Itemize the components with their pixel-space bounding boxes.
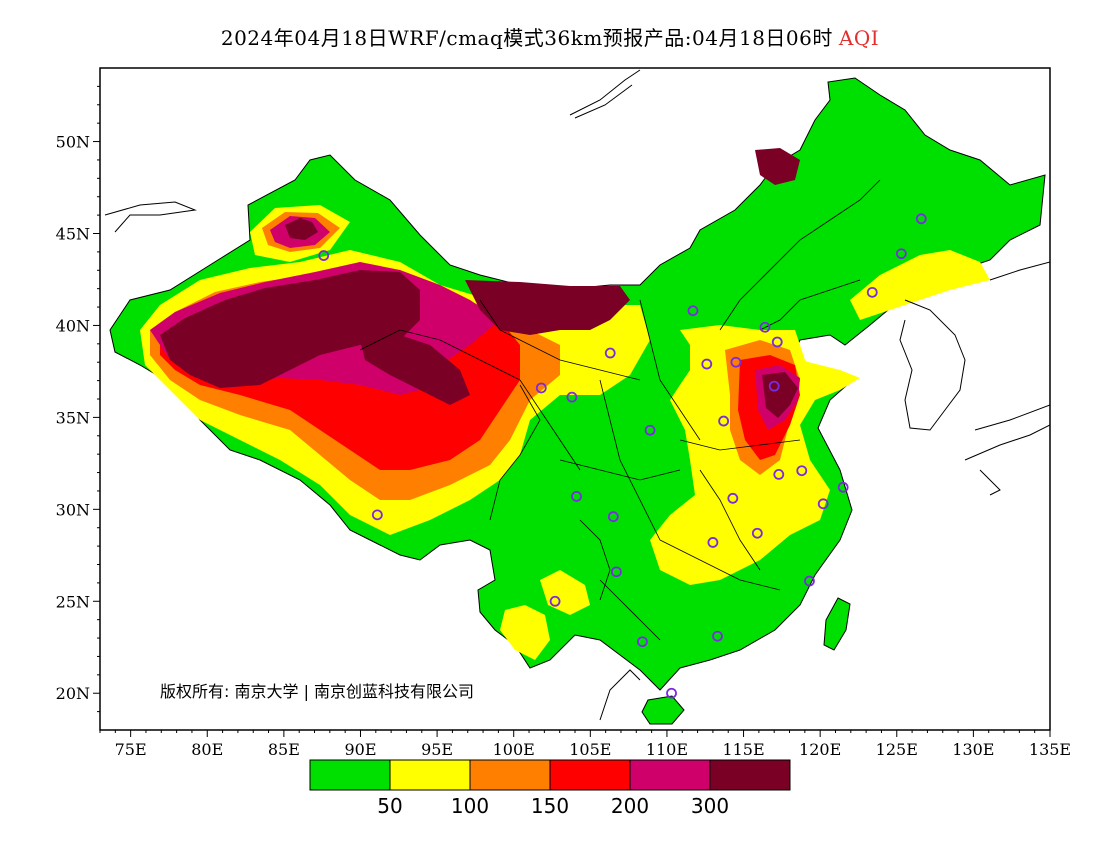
colorbar-swatch bbox=[549, 759, 631, 791]
station-marker bbox=[549, 595, 561, 607]
x-tick-label: 115E bbox=[722, 740, 764, 759]
y-tick-label: 45N bbox=[56, 225, 90, 244]
x-tick-label: 95E bbox=[421, 740, 453, 759]
station-marker bbox=[712, 630, 723, 642]
aqi-maroon-qaidam bbox=[360, 335, 470, 405]
title-variable: AQI bbox=[838, 26, 880, 50]
colorbar-swatch bbox=[629, 759, 711, 791]
station-marker bbox=[895, 248, 907, 260]
title-main: 2024年04月18日WRF/cmaq模式36km预报产品:04月18日06时 bbox=[220, 26, 833, 50]
map-title: 2024年04月18日WRF/cmaq模式36km预报产品:04月18日06时 A… bbox=[0, 22, 1100, 51]
y-axis-ticks: 20N 25N 30N 35N 40N 45N 50N bbox=[56, 85, 100, 713]
korea-coastline bbox=[899, 299, 966, 431]
colorbar-label: 150 bbox=[531, 794, 569, 818]
x-axis-ticks: 75E 80E 85E 90E 95E 100E 105E 110E 115E 120E 125E 1… bbox=[99, 730, 1071, 759]
aqi-yellow-yunnan bbox=[500, 605, 550, 660]
copyright-text: 版权所有: 南京大学 | 南京创蓝科技有限公司 bbox=[160, 682, 474, 701]
x-tick-label: 120E bbox=[799, 740, 841, 759]
aqi-colorbar: 50 100 150 200 300 bbox=[309, 759, 791, 818]
aqi-maroon-northeast bbox=[755, 148, 800, 185]
station-markers bbox=[318, 213, 927, 699]
caspian-outline bbox=[104, 201, 197, 233]
station-marker bbox=[701, 358, 713, 370]
station-marker bbox=[915, 213, 927, 225]
station-marker bbox=[637, 636, 648, 648]
station-marker bbox=[759, 321, 771, 333]
province-borders bbox=[359, 179, 881, 641]
colorbar-swatch bbox=[389, 759, 471, 791]
colorbar-swatch bbox=[309, 759, 391, 791]
x-tick-label: 130E bbox=[952, 740, 994, 759]
aqi-maroon-taklimakan bbox=[160, 270, 420, 388]
station-marker bbox=[318, 250, 330, 261]
hainan-island bbox=[641, 695, 685, 725]
station-marker bbox=[666, 687, 677, 699]
station-marker bbox=[604, 347, 616, 359]
x-tick-label: 105E bbox=[569, 740, 611, 759]
station-marker bbox=[730, 356, 742, 368]
station-marker bbox=[571, 491, 582, 502]
y-tick-label: 30N bbox=[56, 500, 90, 519]
x-tick-label: 80E bbox=[191, 740, 223, 759]
aqi-maroon-north bbox=[285, 218, 318, 240]
colorbar-label: 300 bbox=[691, 794, 729, 818]
colorbar-swatch bbox=[469, 759, 551, 791]
x-tick-label: 135E bbox=[1029, 740, 1071, 759]
aqi-yellow-southwest bbox=[540, 570, 590, 615]
y-tick-label: 35N bbox=[56, 408, 90, 427]
x-tick-label: 75E bbox=[115, 740, 147, 759]
map-area bbox=[104, 69, 1050, 725]
x-tick-label: 85E bbox=[268, 740, 300, 759]
colorbar-swatch bbox=[709, 759, 791, 791]
x-tick-label: 100E bbox=[493, 740, 535, 759]
colorbar-label: 200 bbox=[611, 794, 649, 818]
russia-coastline bbox=[989, 261, 1050, 281]
x-tick-label: 90E bbox=[344, 740, 376, 759]
station-marker bbox=[371, 509, 383, 521]
station-marker bbox=[610, 566, 622, 578]
station-marker bbox=[768, 380, 780, 392]
station-marker bbox=[535, 382, 547, 394]
station-marker bbox=[817, 498, 829, 510]
station-marker bbox=[727, 492, 739, 504]
colorbar-label: 100 bbox=[451, 794, 489, 818]
lake-baikal-outline bbox=[569, 69, 641, 119]
station-marker bbox=[796, 465, 808, 477]
aqi-yellow-northeast bbox=[850, 250, 990, 320]
y-tick-label: 50N bbox=[56, 133, 90, 152]
colorbar-label: 50 bbox=[377, 794, 402, 818]
station-marker bbox=[644, 424, 656, 436]
station-marker bbox=[718, 415, 730, 427]
y-tick-label: 20N bbox=[56, 684, 90, 703]
x-tick-label: 125E bbox=[876, 740, 918, 759]
station-marker bbox=[751, 527, 763, 539]
station-marker bbox=[773, 468, 785, 480]
station-marker bbox=[837, 481, 849, 493]
station-marker bbox=[607, 511, 619, 523]
taiwan-island bbox=[823, 597, 851, 651]
station-marker bbox=[804, 575, 815, 587]
station-marker bbox=[771, 336, 783, 348]
station-marker bbox=[866, 286, 878, 298]
station-marker bbox=[566, 391, 578, 403]
station-marker bbox=[707, 537, 719, 548]
gulf-coastline bbox=[599, 669, 641, 721]
aqi-yellow-east-coast bbox=[800, 360, 860, 400]
japan-coastline bbox=[964, 404, 1050, 496]
y-tick-label: 25N bbox=[56, 592, 90, 611]
station-marker bbox=[687, 305, 699, 317]
y-tick-label: 40N bbox=[56, 316, 90, 335]
x-tick-label: 110E bbox=[646, 740, 688, 759]
aqi-maroon-gobi bbox=[465, 280, 630, 335]
